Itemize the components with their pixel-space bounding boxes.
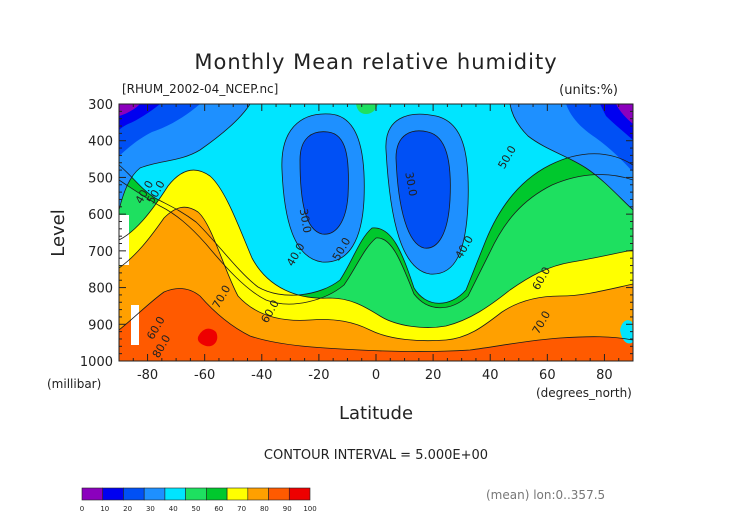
contour-lines xyxy=(119,104,633,352)
x-tick-label: -60 xyxy=(194,368,215,383)
dataset-name: [RHUM_2002-04_NCEP.nc] xyxy=(122,82,278,96)
y-tick-label: 1000 xyxy=(80,355,113,370)
x-tick-label: 40 xyxy=(482,368,499,383)
y-tick-label: 800 xyxy=(88,282,113,297)
fill-purple-right xyxy=(616,104,633,124)
colorbar-swatch xyxy=(143,487,166,501)
contour-line xyxy=(119,169,633,328)
fill-right-spot xyxy=(620,320,633,344)
y-tick-label: 600 xyxy=(88,208,113,223)
colorbar-swatch xyxy=(185,487,207,501)
colorbar-swatch xyxy=(102,487,124,501)
colorbar-swatch xyxy=(226,487,249,501)
colorbar-label: 80 xyxy=(260,505,269,513)
colorbar-swatch xyxy=(268,487,290,501)
x-tick-label: 60 xyxy=(539,368,556,383)
x-tick-label: 20 xyxy=(425,368,442,383)
fill-orange xyxy=(119,207,633,361)
contour-label: 30.0 xyxy=(297,208,314,234)
y-axis: 300 400 500 600 700 800 900 1000 xyxy=(80,98,633,370)
chart-title: Monthly Mean relative humidity xyxy=(194,50,557,74)
colorbar-label: 10 xyxy=(100,505,109,513)
colorbar-label: 100 xyxy=(303,505,316,513)
x-axis-unit: (degrees_north) xyxy=(536,386,632,400)
colorbar-swatch xyxy=(164,487,186,501)
missing-data-upper xyxy=(119,215,129,265)
y-tick-label: 500 xyxy=(88,171,113,186)
units-label: (units:%) xyxy=(559,83,618,98)
x-tick-label: 0 xyxy=(372,368,380,383)
x-axis: -80 -60 -40 -20 0 20 40 60 80 xyxy=(118,104,634,383)
colorbar-label: 50 xyxy=(192,505,201,513)
y-axis-unit: (millibar) xyxy=(47,377,101,391)
colorbar-swatch xyxy=(123,487,145,501)
x-axis-label: Latitude xyxy=(339,403,413,424)
colorbar-swatch xyxy=(247,487,269,501)
footnote-text: (mean) lon:0..357.5 xyxy=(486,488,605,502)
colorbar-swatch xyxy=(206,487,228,501)
fill-purple-left xyxy=(119,104,140,116)
fill-oval-left-inner xyxy=(300,131,349,235)
y-tick-label: 700 xyxy=(88,245,113,260)
contour-line xyxy=(119,288,633,352)
fill-oval-right-inner xyxy=(396,130,451,249)
colorbar-label: 60 xyxy=(214,505,223,513)
x-tick-label: -40 xyxy=(251,368,272,383)
colorbar-swatch xyxy=(288,487,311,501)
colorbar-label: 20 xyxy=(123,505,132,513)
colorbar: 0 10 20 30 40 50 60 70 80 90 100 xyxy=(80,487,317,513)
contour-label: 30.0 xyxy=(402,171,419,197)
colorbar-label: 30 xyxy=(146,505,155,513)
contour-line xyxy=(395,130,451,249)
contour-line xyxy=(119,206,633,342)
x-tick-label: 80 xyxy=(596,368,613,383)
contour-interval-text: CONTOUR INTERVAL = 5.000E+00 xyxy=(264,448,488,463)
contour-line xyxy=(119,104,251,211)
contour-fill xyxy=(119,104,633,361)
fill-red-core xyxy=(197,328,218,347)
colorbar-label: 0 xyxy=(80,505,84,513)
missing-data-lower xyxy=(131,305,139,345)
colorbar-label: 70 xyxy=(237,505,246,513)
colorbar-label: 40 xyxy=(169,505,178,513)
contour-line xyxy=(281,113,365,263)
x-tick-label: -20 xyxy=(308,368,329,383)
y-tick-label: 300 xyxy=(88,98,113,113)
contour-line xyxy=(299,131,349,235)
contour-line xyxy=(385,113,469,275)
fill-dark-orange xyxy=(119,288,633,361)
colorbar-label: 90 xyxy=(283,505,292,513)
x-tick-label: -80 xyxy=(137,368,158,383)
colorbar-swatch xyxy=(81,487,104,501)
contour-line xyxy=(119,153,633,304)
y-tick-label: 900 xyxy=(88,318,113,333)
y-tick-label: 400 xyxy=(88,135,113,150)
contour-line xyxy=(509,104,633,211)
y-axis-label: Level xyxy=(48,209,69,257)
contour-line xyxy=(119,174,633,309)
